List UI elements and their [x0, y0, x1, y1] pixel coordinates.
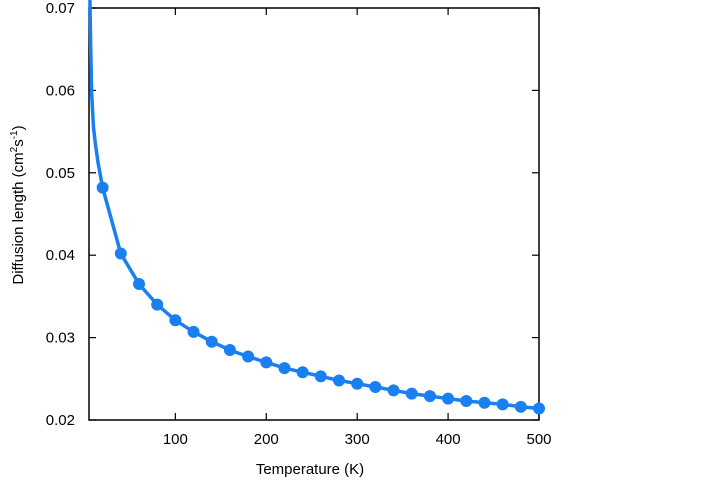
data-point	[369, 381, 382, 394]
data-point	[169, 314, 182, 327]
series-line	[88, 0, 541, 411]
data-point	[514, 400, 527, 413]
x-tick-label: 100	[163, 431, 188, 448]
data-point	[496, 398, 509, 411]
y-axis-title: Diffusion length (cm2s-1)	[9, 125, 27, 284]
y-axis-ticks: 0.02 0.03 0.04 0.05 0.06 0.07	[46, 0, 539, 429]
series-group	[88, 0, 545, 415]
data-point	[133, 278, 145, 291]
data-point	[387, 384, 400, 397]
x-tick-label: 500	[526, 431, 551, 448]
data-point	[296, 366, 309, 379]
data-point	[205, 335, 218, 348]
data-point	[442, 392, 455, 405]
data-point	[187, 325, 200, 338]
data-point	[314, 370, 327, 383]
y-tick-label: 0.07	[46, 0, 75, 17]
data-point	[223, 343, 236, 356]
x-tick-label: 200	[254, 431, 279, 448]
data-point	[278, 362, 291, 375]
data-point	[423, 390, 436, 403]
y-tick-label: 0.02	[46, 412, 75, 429]
y-tick-label: 0.03	[46, 330, 75, 347]
data-point	[260, 356, 273, 369]
x-axis-title: Temperature (K)	[256, 461, 364, 478]
data-point	[151, 298, 164, 311]
data-point	[114, 247, 127, 260]
data-point	[533, 402, 545, 415]
data-point	[333, 374, 345, 387]
data-point	[242, 350, 255, 363]
x-tick-label: 400	[436, 431, 461, 448]
data-point	[351, 377, 364, 390]
plot-frame	[88, 7, 540, 421]
data-point	[405, 387, 418, 400]
y-tick-label: 0.04	[46, 247, 75, 264]
x-axis-ticks: 100 200 300 400 500	[163, 8, 552, 448]
data-point	[460, 395, 473, 408]
y-tick-label: 0.06	[46, 82, 75, 99]
x-tick-label: 300	[345, 431, 370, 448]
data-point	[96, 181, 109, 194]
data-point	[478, 396, 491, 409]
y-tick-label: 0.05	[46, 165, 75, 182]
